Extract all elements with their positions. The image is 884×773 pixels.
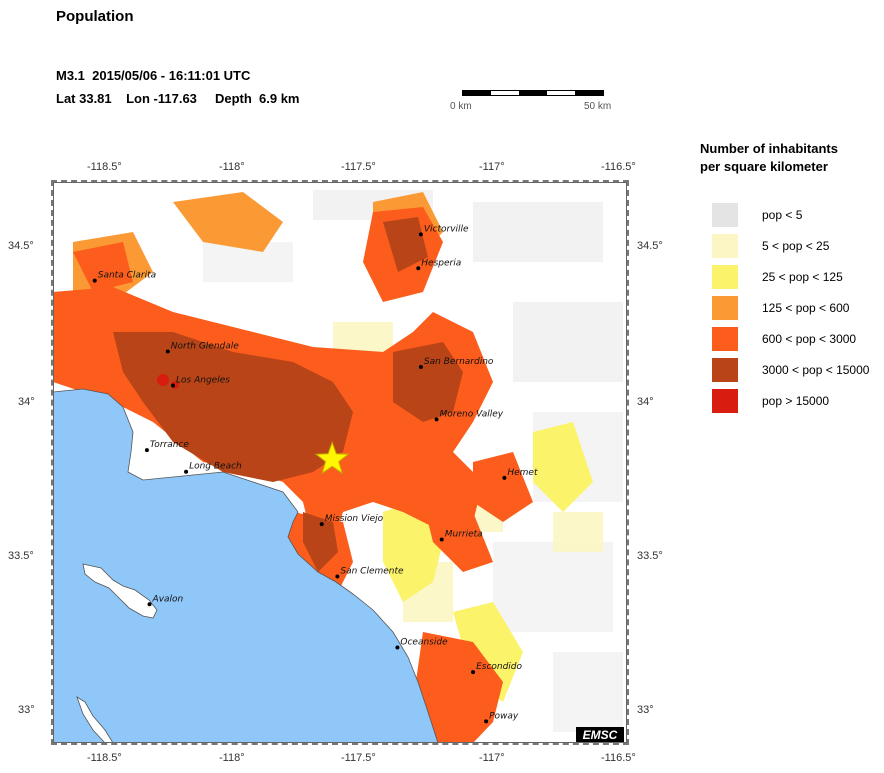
legend-swatch [712,265,738,289]
city-markers: Victorville Hesperia Santa Clarita North Gl… [92,224,538,724]
city-dot [184,469,189,474]
city-label: Santa Clarita [98,271,156,281]
legend-title-line-2: per square kilometer [700,159,828,174]
city-dot [502,475,507,480]
city-dot [434,417,439,422]
city-label: Los Angeles [176,375,230,385]
legend-swatch [712,203,738,227]
legend-swatch [712,389,738,413]
lon-tick-label: -117.5° [341,161,376,173]
lon-tick-label: -117.5° [341,752,376,764]
city-label: Long Beach [189,462,242,472]
catalina-island [82,563,158,619]
city-label: San Bernardino [424,357,494,367]
legend-item: 125 < pop < 600 [712,296,849,320]
lon-tick-label: -118.5° [87,752,122,764]
legend-item: pop > 15000 [712,389,829,413]
city-label: Oceanside [400,637,448,647]
legend-item: 25 < pop < 125 [712,265,843,289]
legend-item: pop < 5 [712,203,802,227]
city-label: Mission Viejo [325,514,384,524]
legend-title: Number of inhabitants per square kilomet… [700,140,838,176]
city-dot [484,719,489,724]
city-label: Escondido [476,662,522,672]
city-label: Hemet [507,468,538,478]
city-dot [439,537,444,542]
city-dot [92,278,97,283]
scale-label-start: 0 km [450,101,472,112]
legend-item: 5 < pop < 25 [712,234,829,258]
legend-label: 5 < pop < 25 [762,239,830,253]
city-label: Torrance [150,440,189,450]
legend-swatch [712,327,738,351]
legend-item: 3000 < pop < 15000 [712,358,869,382]
city-dot [147,602,152,607]
lon-tick-label: -116.5° [601,752,636,764]
city-dot [165,349,170,354]
san-clemente-island [76,696,114,743]
city-dot [319,522,324,527]
event-magnitude-time: M3.1 2015/05/06 - 16:11:01 UTC [56,68,251,83]
legend-label: pop > 15000 [762,394,830,408]
population-map: Victorville Hesperia Santa Clarita North Gl… [53,182,627,743]
lat-tick-label: 34° [18,396,35,408]
lat-tick-label: 34° [637,396,654,408]
event-location: Lat 33.81 Lon -117.63 Depth 6.9 km [56,91,300,106]
city-dot [144,448,149,453]
legend-swatch [712,234,738,258]
city-label: North Glendale [171,342,239,352]
emsc-logo-box [576,727,624,742]
scale-bar [462,90,604,96]
city-dot [395,645,400,650]
legend-label: pop < 5 [762,208,803,222]
lon-tick-label: -118° [219,161,245,173]
very-high-density-areas [113,217,463,572]
city-label: Poway [489,711,519,721]
emsc-logo: EMSC [583,728,618,742]
legend-label: 3000 < pop < 15000 [762,363,870,377]
legend-title-line-1: Number of inhabitants [700,141,838,156]
legend-swatch [712,296,738,320]
legend-swatch [712,358,738,382]
lat-tick-label: 33.5° [637,550,663,562]
city-label: Hesperia [421,258,461,268]
city-dot [416,266,421,271]
lon-tick-label: -117° [479,161,505,173]
page-title: Population [56,8,134,25]
legend-item: 600 < pop < 3000 [712,327,856,351]
lon-tick-label: -116.5° [601,161,636,173]
epicenter-star-icon [314,440,350,475]
city-dot [471,670,476,675]
city-label: Avalon [152,594,184,604]
legend-label: 125 < pop < 600 [762,301,850,315]
lat-tick-label: 34.5° [637,240,663,252]
legend-label: 25 < pop < 125 [762,270,843,284]
lat-tick-label: 34.5° [8,240,34,252]
ocean [53,388,439,743]
city-label: Murrieta [445,530,483,540]
city-dot [418,232,423,237]
lon-tick-label: -117° [479,752,505,764]
city-dot [171,383,176,388]
scale-label-end: 50 km [584,101,612,112]
lon-tick-label: -118.5° [87,161,122,173]
legend-label: 600 < pop < 3000 [762,332,857,346]
city-label: Moreno Valley [440,409,504,419]
lat-tick-label: 33.5° [8,550,34,562]
city-dot [335,574,340,579]
city-dot [418,364,423,369]
lat-tick-label: 33° [637,704,654,716]
city-label: San Clemente [340,567,404,577]
lat-tick-label: 33° [18,704,35,716]
city-label: Victorville [424,224,469,234]
lon-tick-label: -118° [219,752,245,764]
